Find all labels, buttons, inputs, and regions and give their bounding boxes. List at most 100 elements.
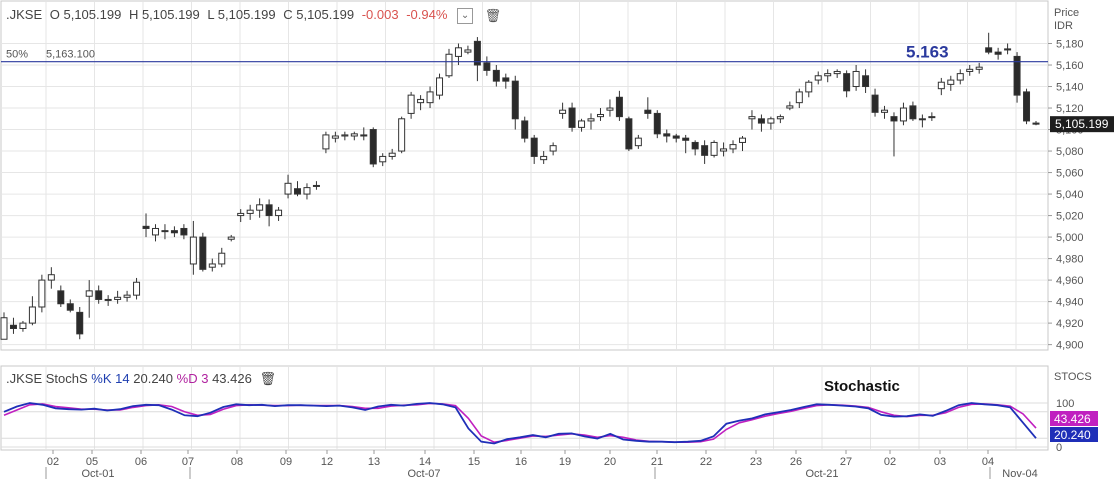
candle-body-up (331, 135, 339, 139)
candle (748, 110, 756, 130)
price-tick-label: 5,120 (1056, 103, 1084, 115)
candle (615, 90, 623, 121)
x-day-label: 22 (700, 456, 712, 468)
candle (606, 99, 614, 117)
price-panel[interactable]: 50% 5,163.100 5.163 4,900 4,920 4,940 4,960… (0, 0, 1116, 363)
candle-body-down (862, 75, 870, 88)
trash-icon[interactable]: 🗑 (259, 371, 276, 386)
candle (521, 116, 529, 143)
price-tick-label: 5,080 (1056, 146, 1084, 158)
candle (568, 102, 576, 132)
stoch-d-period: 3 (201, 371, 209, 386)
candle (123, 290, 131, 302)
candle-body-down (994, 51, 1002, 55)
candle-body-down (199, 236, 207, 270)
candle (701, 140, 709, 164)
price-axis-ticks: 4,900 4,920 4,940 4,960 4,980 5,000 5,020 5,040… (1048, 39, 1084, 352)
candle-body-down (843, 73, 851, 92)
candle-body-down (66, 303, 74, 311)
candle-body-down (985, 47, 993, 53)
stochastic-panel[interactable]: Stochastic STOCS 100 0 43.426 20.240 02 0… (0, 363, 1116, 481)
change-value: -0.003 (361, 7, 399, 22)
stoch-d-label: %D (176, 371, 198, 386)
change-pct-value: -0.94% (406, 7, 448, 22)
candle-body-down (369, 129, 377, 165)
candle-body-up (417, 98, 425, 104)
candle-body-up (426, 91, 434, 104)
candle-body-up (151, 227, 159, 236)
candle-body-down (265, 204, 273, 217)
candle (729, 140, 737, 154)
x-day-label: 15 (468, 456, 480, 468)
candle (956, 69, 964, 85)
price-horizontal-grid (1, 43, 1048, 346)
candle (417, 95, 425, 111)
candle (881, 105, 889, 119)
candle-body-down (511, 80, 519, 120)
x-axis-labels: 02 05 06 07 08 09 12 13 14 15 16 19 20 21 22 23 26 27 02 03… (45, 450, 1038, 480)
candle-body-up (956, 73, 964, 81)
price-tick-label: 5,040 (1056, 189, 1084, 201)
price-chart[interactable]: 50% 5,163.100 5.163 4,900 4,920 4,940 4,960… (0, 0, 1116, 363)
candle-body-down (483, 62, 491, 71)
candle (265, 199, 273, 227)
candle (843, 70, 851, 98)
candle (0, 312, 8, 340)
candle-body-up (767, 118, 775, 124)
candle (218, 247, 226, 268)
trash-icon[interactable]: 🗑 (484, 7, 502, 23)
candle (653, 110, 661, 139)
candle (379, 153, 387, 167)
candle-body-up (275, 209, 283, 217)
x-month-label: Oct-07 (407, 468, 440, 480)
candle (682, 134, 690, 154)
candle-body-up (748, 116, 756, 120)
candle-body-down (625, 118, 633, 150)
candle (350, 131, 358, 141)
stoch-k-value: 20.240 (133, 371, 174, 386)
candle (776, 114, 784, 124)
price-axis-currency: IDR (1054, 20, 1073, 32)
candle (303, 183, 311, 200)
chevron-down-icon[interactable]: ⌄ (457, 7, 474, 24)
stochastic-chart[interactable]: Stochastic STOCS 100 0 43.426 20.240 02 0… (0, 363, 1116, 481)
candle (237, 209, 245, 223)
candle-body-up (549, 145, 557, 152)
candle (133, 277, 141, 300)
candle (663, 129, 671, 143)
candle (369, 127, 377, 168)
candle (388, 148, 396, 160)
candle-body-up (47, 274, 55, 281)
candle-body-up (587, 118, 595, 122)
candle-body-down (170, 230, 178, 234)
x-day-label: 19 (559, 456, 571, 468)
price-tick-label: 5,060 (1056, 168, 1084, 180)
candle (1004, 43, 1012, 55)
candle (426, 86, 434, 109)
x-day-label: 20 (604, 456, 616, 468)
candle (66, 299, 74, 313)
candle-body-down (615, 96, 623, 118)
price-axis-title: Price (1054, 7, 1079, 19)
price-tick-label: 5,000 (1056, 232, 1084, 244)
candle-body-up (246, 209, 254, 214)
candle-body-up (237, 212, 245, 217)
candle-body-up (341, 134, 349, 137)
price-tick-label: 5,160 (1056, 60, 1084, 72)
x-day-label: 07 (182, 456, 194, 468)
candle-body-down (294, 188, 302, 195)
candle-body-up (161, 230, 169, 233)
candle-body-up (322, 134, 330, 150)
x-month-label: Oct-21 (805, 468, 838, 480)
candle-body-up (918, 118, 926, 121)
candle-body-up (454, 47, 462, 57)
candle-body-down (76, 311, 84, 335)
x-day-label: 14 (419, 456, 431, 468)
x-day-label: 05 (86, 456, 98, 468)
candle (360, 127, 368, 141)
candle (57, 285, 65, 307)
candle-body-down (653, 112, 661, 135)
candle (710, 140, 718, 158)
candle-body-up (786, 105, 794, 109)
price-tick-label: 4,980 (1056, 254, 1084, 266)
